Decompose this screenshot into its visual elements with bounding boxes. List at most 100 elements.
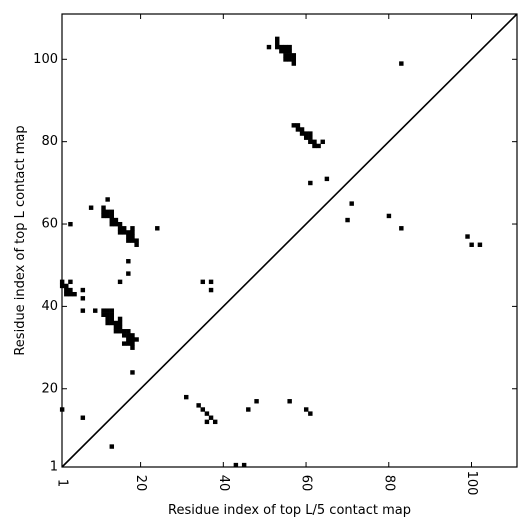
contact-point-top-l [208,287,214,293]
contact-point-top-l [109,316,115,322]
contact-point-top-l [477,242,483,247]
contact-point-top-l [113,221,119,227]
contact-point-top-l [275,40,280,46]
contact-point-top-l [130,234,135,239]
contact-point-top-l [287,57,292,62]
contact-point-top-l [109,221,115,227]
contact-point-top-l [109,320,115,326]
x-tick-label: 20 [133,475,148,492]
contact-point-top-l [126,230,131,235]
contact-point-top-l [312,139,317,145]
contact-point-top-l [386,213,392,219]
contact-point-top-l [117,221,123,227]
contact-point-top-l [117,230,123,235]
contact-point-top-l [126,238,131,243]
y-tick-label: 100 [33,52,58,67]
y-ticks: 1 20 40 60 80 100 [33,52,517,475]
contact-point-top-l [117,324,123,330]
contact-point-top-l [80,308,86,313]
x-tick-label: 40 [216,475,231,492]
contact-point-top-l [200,279,206,285]
contact-point-top-l [117,316,123,322]
contact-point-top-l [126,271,131,276]
contact-point-top-l [113,217,119,223]
contact-point-top-l5 [196,403,201,408]
contact-point-top-l [208,279,214,285]
contact-point-top-l [316,143,321,149]
contact-point-top-l [126,337,131,342]
contact-point-top-l5 [204,419,210,425]
contact-point-top-l [324,176,330,182]
contact-point-top-l [68,221,73,227]
contact-point-top-l5 [233,462,239,468]
contact-point-top-l [283,57,288,62]
contact-point-top-l [279,44,284,50]
contact-point-top-l5 [204,411,210,416]
y-tick-label: 80 [41,134,58,149]
contact-point-top-l [312,143,317,149]
contact-point-top-l [113,320,119,326]
contact-point-top-l [72,291,77,297]
y-axis-label: Residue index of top L contact map [13,125,28,355]
contact-point-top-l [291,57,297,62]
contact-point-top-l [308,131,313,136]
contact-point-top-l [275,36,280,42]
contact-point-top-l [88,205,94,210]
contact-point-top-l [308,135,313,140]
contact-point-top-l [126,333,131,338]
contact-point-top-l [303,135,309,140]
contact-point-top-l5 [208,415,214,420]
contact-point-top-l [126,259,131,264]
contact-point-top-l5 [241,462,247,468]
contact-point-top-l [287,49,292,54]
contact-point-top-l [93,308,98,313]
contact-point-top-l [117,279,123,285]
contact-point-top-l [64,283,69,289]
contact-point-top-l [266,44,272,50]
contact-point-top-l [101,205,106,210]
contact-point-top-l [130,345,135,350]
contact-point-top-l [308,139,313,145]
contact-point-top-l [121,226,127,231]
contact-point-top-l [121,230,127,235]
contact-point-top-l [109,209,115,215]
contact-point-top-l [105,316,110,322]
contact-point-top-l [291,61,297,66]
contact-point-top-l5 [109,444,115,449]
contact-point-top-l [130,238,135,243]
contact-point-top-l [303,131,309,136]
contact-point-top-l [155,226,160,231]
contact-point-top-l5 [308,411,313,416]
contact-point-top-l [105,312,110,317]
contact-point-top-l [68,279,73,285]
contact-point-top-l [308,180,313,186]
contact-point-top-l [134,242,139,247]
contact-point-top-l [117,226,123,231]
contact-point-top-l [105,209,110,215]
contact-point-top-l [275,44,280,50]
contact-point-top-l [349,201,354,206]
contact-point-top-l [101,312,106,317]
contact-point-top-l [320,139,325,145]
contact-point-top-l [101,209,106,215]
contact-point-top-l [126,234,131,239]
contact-point-top-l [130,341,135,346]
contact-point-top-l5 [200,407,206,412]
contact-point-top-l [287,53,292,58]
x-tick-label: 100 [464,471,479,496]
x-ticks: 1 20 40 60 80 100 [55,14,479,496]
contact-point-top-l [299,127,305,132]
plot-frame [61,13,518,468]
contact-point-top-l [101,213,106,219]
contact-point-top-l [105,320,110,326]
contact-point-top-l [345,217,350,223]
contact-point-top-l [64,287,69,293]
x-tick-label: 80 [381,475,396,492]
contact-point-top-l [291,123,297,128]
contact-point-top-l5 [212,419,218,425]
contact-point-top-l [399,226,404,231]
contact-point-top-l5 [80,415,86,420]
contact-point-top-l [295,127,301,132]
contact-point-top-l [130,337,135,342]
contact-point-top-l [121,329,127,334]
